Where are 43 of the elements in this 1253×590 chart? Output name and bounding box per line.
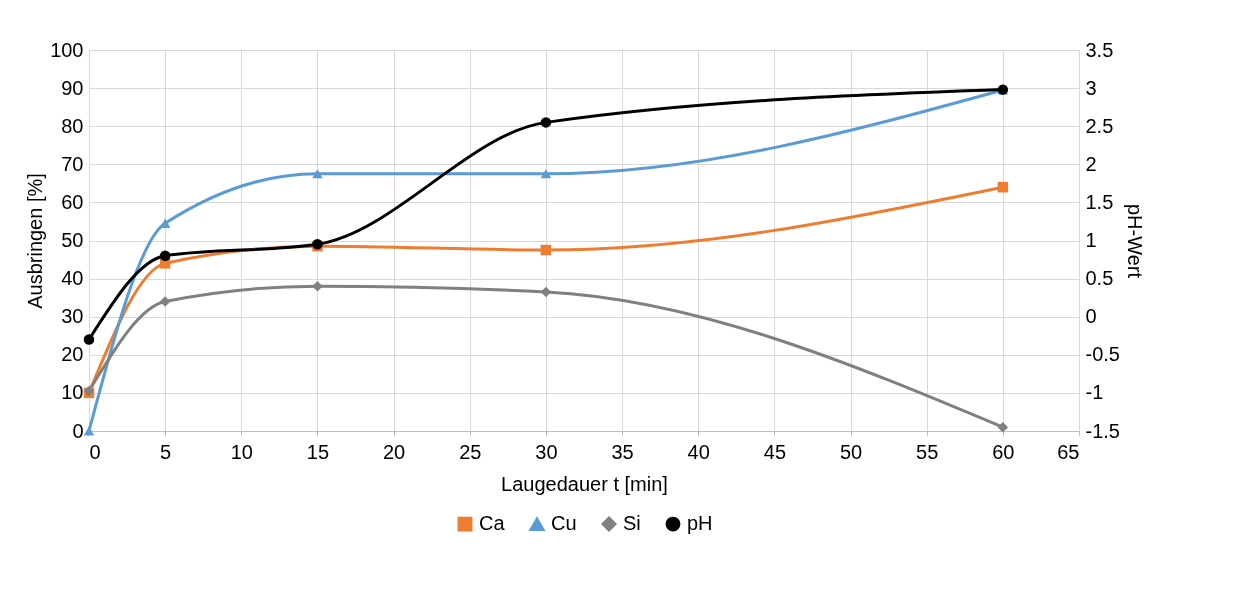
y-tick-label: 10 bbox=[61, 381, 84, 404]
y2-tick-label: 1.5 bbox=[1085, 190, 1114, 213]
x-tick-label: 10 bbox=[230, 440, 253, 463]
x-tick-label: 15 bbox=[306, 440, 330, 463]
y2-tick-label: 3 bbox=[1085, 76, 1097, 99]
y2-tick-label: -1 bbox=[1085, 381, 1104, 404]
legend-label: Si bbox=[623, 512, 641, 535]
y-axis-title: Ausbringen [%] bbox=[24, 173, 47, 309]
y-tick-label: 90 bbox=[61, 76, 84, 99]
x-tick-label: 50 bbox=[839, 440, 863, 463]
y2-tick-label: 0.5 bbox=[1085, 267, 1114, 290]
x-tick-label: 60 bbox=[992, 440, 1015, 463]
y-tick-label: 30 bbox=[61, 305, 84, 328]
y2-tick-label: -1.5 bbox=[1085, 419, 1120, 442]
legend-label: Cu bbox=[551, 512, 577, 535]
y2-tick-label: 0 bbox=[1085, 305, 1097, 328]
y-tick-label: 70 bbox=[61, 152, 84, 175]
y-tick-label: 60 bbox=[61, 190, 84, 213]
y-tick-label: 0 bbox=[72, 419, 84, 442]
x-tick-label: 25 bbox=[459, 440, 482, 463]
y2-tick-label: 2 bbox=[1085, 152, 1097, 175]
y2-tick-label: 3.5 bbox=[1085, 38, 1114, 61]
y2-tick-label: 2.5 bbox=[1085, 114, 1114, 137]
y2-axis-title: pH-Wert bbox=[1123, 203, 1146, 279]
x-axis-title: Laugedauer t [min] bbox=[501, 472, 668, 495]
legend-label: Ca bbox=[479, 512, 506, 535]
y-tick-label: 80 bbox=[61, 114, 84, 137]
legend-label: pH bbox=[687, 512, 713, 535]
y-tick-label: 100 bbox=[50, 38, 84, 61]
y-tick-label: 40 bbox=[61, 267, 84, 290]
x-tick-label: 35 bbox=[611, 440, 634, 463]
y2-tick-label: -0.5 bbox=[1085, 343, 1120, 366]
x-tick-label: 40 bbox=[687, 440, 710, 463]
x-tick-label: 5 bbox=[160, 440, 172, 463]
y-tick-label: 20 bbox=[61, 343, 84, 366]
x-tick-label: 0 bbox=[89, 440, 101, 463]
x-tick-label: 20 bbox=[382, 440, 406, 463]
x-tick-label: 55 bbox=[916, 440, 939, 463]
y2-tick-label: 1 bbox=[1085, 229, 1097, 251]
x-tick-label: 65 bbox=[1057, 440, 1080, 463]
x-tick-label: 30 bbox=[535, 440, 558, 463]
y-tick-label: 50 bbox=[61, 229, 84, 251]
x-tick-label: 45 bbox=[763, 440, 787, 463]
